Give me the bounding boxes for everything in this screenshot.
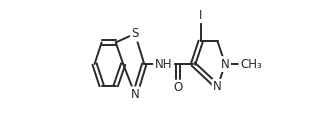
Text: NH: NH [155, 58, 172, 70]
Text: N: N [131, 88, 139, 101]
Text: I: I [199, 9, 202, 22]
Text: CH₃: CH₃ [240, 58, 262, 70]
Text: O: O [173, 81, 183, 94]
Text: N: N [221, 58, 229, 70]
Text: N: N [213, 80, 222, 93]
Text: S: S [131, 27, 139, 40]
